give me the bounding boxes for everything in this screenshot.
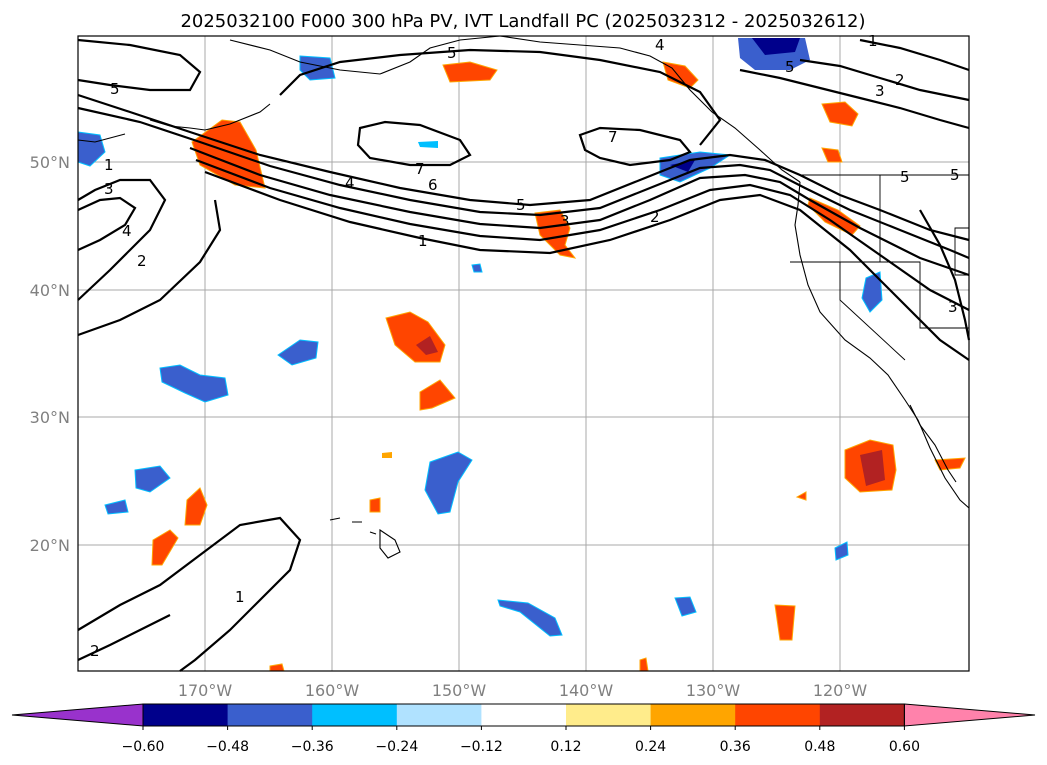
contour-label: 4 bbox=[122, 222, 132, 240]
colorbar-tick-label: −0.60 bbox=[122, 739, 165, 755]
colorbar-tick-label: −0.12 bbox=[460, 739, 503, 755]
colorbar-tick-label: 0.36 bbox=[720, 739, 751, 755]
contour-label: 5 bbox=[950, 166, 960, 184]
colorbar-tick-label: −0.36 bbox=[291, 739, 334, 755]
lon-label-170w: 170°W bbox=[178, 681, 233, 700]
contour-label: 1 bbox=[418, 232, 428, 250]
colorbar-segment bbox=[143, 704, 229, 726]
lat-label-50n: 50°N bbox=[30, 153, 70, 172]
contour-label: 5 bbox=[785, 58, 795, 76]
chart-title: 2025032100 F000 300 hPa PV, IVT Landfall… bbox=[180, 11, 865, 32]
map-panel: 5 5 4 1 1 3 4 2 4 5 6 7 7 5 3 2 1 2 3 1 … bbox=[77, 32, 971, 672]
contour-label: 4 bbox=[345, 174, 355, 192]
colorbar-tick-label: −0.48 bbox=[206, 739, 249, 755]
colorbar-segment bbox=[566, 704, 652, 726]
colorbar-segment bbox=[819, 704, 905, 726]
contour-label: 1 bbox=[104, 156, 114, 174]
lat-label-30n: 30°N bbox=[30, 408, 70, 427]
latitude-labels: 50°N 40°N 30°N 20°N bbox=[30, 153, 70, 555]
coastlines bbox=[77, 35, 970, 559]
pv-contours bbox=[77, 38, 971, 672]
lon-label-120w: 120°W bbox=[813, 681, 868, 700]
lat-label-20n: 20°N bbox=[30, 536, 70, 555]
contour-label: 7 bbox=[415, 160, 425, 178]
colorbar-segment bbox=[481, 704, 567, 726]
contour-label: 4 bbox=[655, 36, 665, 54]
map-frame bbox=[77, 35, 970, 672]
colorbar: −0.60 −0.48 −0.36 −0.24 −0.12 0.12 0.24 0.36 0.4… bbox=[11, 703, 1036, 755]
colorbar-segment bbox=[650, 704, 736, 726]
lat-label-40n: 40°N bbox=[30, 281, 70, 300]
contour-label: 3 bbox=[948, 298, 958, 316]
colorbar-segment bbox=[312, 704, 398, 726]
colorbar-tick-label: 0.12 bbox=[550, 739, 581, 755]
contour-label: 3 bbox=[104, 180, 114, 198]
contour-label: 7 bbox=[608, 128, 618, 146]
colorbar-tick-label: 0.48 bbox=[804, 739, 835, 755]
contour-label: 1 bbox=[868, 32, 878, 50]
colorbar-tick-label: 0.24 bbox=[635, 739, 666, 755]
lon-label-150w: 150°W bbox=[432, 681, 487, 700]
colorbar-extend-low bbox=[11, 703, 144, 727]
lon-label-130w: 130°W bbox=[686, 681, 741, 700]
contour-label: 6 bbox=[428, 176, 438, 194]
colorbar-tick-label: −0.24 bbox=[375, 739, 418, 755]
contour-label: 3 bbox=[560, 212, 570, 230]
contour-label: 3 bbox=[875, 82, 885, 100]
colorbar-extend-high bbox=[903, 703, 1036, 727]
contour-label: 2 bbox=[137, 252, 147, 270]
contour-label: 5 bbox=[900, 168, 910, 186]
lon-label-140w: 140°W bbox=[559, 681, 614, 700]
contour-label: 2 bbox=[650, 208, 660, 226]
colorbar-tick-label: 0.60 bbox=[889, 739, 920, 755]
contour-label: 2 bbox=[895, 71, 905, 89]
contour-label: 2 bbox=[90, 642, 100, 660]
contour-label: 1 bbox=[235, 588, 245, 606]
map-gridlines bbox=[78, 36, 969, 671]
contour-label: 5 bbox=[516, 196, 526, 214]
lon-label-160w: 160°W bbox=[305, 681, 360, 700]
contour-label: 5 bbox=[447, 44, 457, 62]
colorbar-outline bbox=[142, 703, 905, 727]
contour-label: 5 bbox=[110, 80, 120, 98]
colorbar-segment bbox=[396, 704, 482, 726]
colorbar-segment bbox=[735, 704, 821, 726]
pv-contour-labels: 5 5 4 1 1 3 4 2 4 5 6 7 7 5 3 2 1 2 3 1 … bbox=[90, 32, 960, 660]
colorbar-segment bbox=[227, 704, 313, 726]
longitude-labels: 170°W 160°W 150°W 140°W 130°W 120°W bbox=[178, 681, 868, 700]
